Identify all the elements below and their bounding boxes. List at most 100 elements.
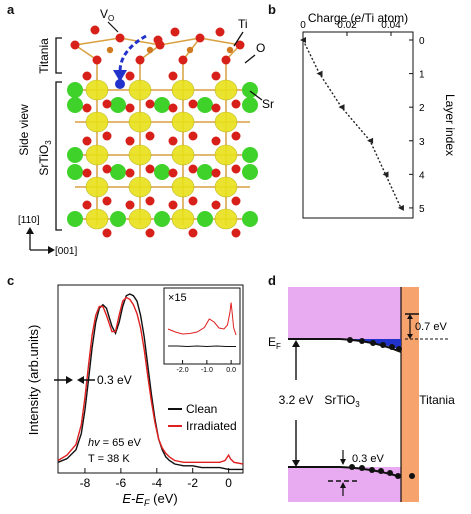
o-atom [231, 164, 241, 174]
label-side-view: Side view [17, 104, 31, 156]
o-atom [125, 71, 135, 81]
ti-charge-cloud [85, 79, 109, 101]
ti-pointer [233, 31, 244, 47]
ti-charge-cloud [214, 144, 238, 166]
panel-letter-b: b [268, 2, 276, 17]
down-arrow-icon [407, 334, 413, 339]
b-series-line [302, 39, 402, 209]
o-atom [211, 136, 221, 146]
c-ylabel: Intensity (arb.units) [26, 325, 41, 436]
b-ytick-label: 4 [419, 170, 425, 181]
sr-atom [242, 211, 258, 227]
sr-atom [67, 211, 83, 227]
o-pointer [244, 54, 256, 64]
o-atom [92, 55, 102, 65]
inset-series-irradiated [167, 302, 237, 336]
o-atom [231, 131, 241, 141]
cb-electron-dot [359, 338, 365, 344]
ti-atom [106, 46, 114, 54]
sr-atom [154, 211, 170, 227]
o-atom [178, 55, 188, 65]
ti-charge-cloud [214, 208, 238, 230]
sr-atom [67, 82, 83, 98]
c-series-clean [57, 293, 243, 471]
ti-charge-cloud [214, 176, 238, 198]
o-atom [102, 131, 112, 141]
ti-charge-cloud [171, 208, 195, 230]
o-atom [211, 200, 221, 210]
b-data-point [338, 104, 345, 111]
sr-atom [154, 97, 170, 113]
label-o: O [256, 41, 265, 55]
b-xtick-label: 0.02 [337, 20, 357, 31]
sr-atom [110, 97, 126, 113]
o-atom [211, 71, 221, 81]
ti-charge-cloud [128, 144, 152, 166]
panel-c-chart: -8 -6 -4 -2 0 0.3 eV hv = 65 eV T = 38 K Cle… [26, 284, 244, 508]
vb-dot [359, 465, 365, 471]
vacancy-site [115, 79, 125, 89]
o-atom [125, 200, 135, 210]
inset-frame [163, 287, 241, 365]
ti-atom [146, 46, 154, 54]
b-series-points [300, 37, 404, 211]
sr-atom [197, 97, 213, 113]
d-offset-bottom: 0.3 eV [352, 453, 384, 465]
o-atom [231, 196, 241, 206]
b-x-ticks: 0 0.02 0.04 [300, 20, 401, 36]
sr-atom [197, 211, 213, 227]
b-ytick-label: 1 [419, 70, 425, 81]
c-temp-label: T = 38 K [88, 453, 130, 465]
o-atom [188, 228, 198, 238]
b-ytick-label: 3 [419, 137, 425, 148]
vb-dot [395, 473, 401, 479]
panel-d-band-diagram: 0.7 eV EF 3.2 eV SrTiO3 Titania 0.3 eV [268, 287, 455, 502]
b-data-point [300, 37, 306, 43]
depletion-fill [340, 339, 401, 350]
o-atom [145, 131, 155, 141]
ti-charge-cloud [85, 144, 109, 166]
o-atom [188, 164, 198, 174]
titania-bracket [55, 37, 62, 74]
c-xtick-label: -6 [116, 476, 127, 490]
vb-dot [387, 470, 393, 476]
b-xtick-label: 0.04 [381, 20, 401, 31]
down-arrow-icon [340, 459, 346, 465]
vacancy-arrow [118, 34, 147, 73]
ti-charge-cloud [128, 208, 152, 230]
ti-charge-cloud [85, 111, 109, 133]
o-atom [153, 35, 163, 45]
label-titania: Titania [37, 38, 51, 74]
titania-region [401, 287, 419, 502]
inset-xtick-label: 0.0 [226, 367, 236, 374]
inset-xtick-label: -1.0 [201, 367, 213, 374]
cb-electron-dot [347, 337, 353, 343]
vb-dot [409, 473, 415, 479]
o-atom [102, 196, 112, 206]
o-atom [125, 136, 135, 146]
d-gap-label: 3.2 eV [279, 393, 314, 407]
c-xtick-label: -8 [80, 476, 91, 490]
label-vo: VO [100, 7, 114, 23]
inset-x-ticks: -2.0 -1.0 0.0 [177, 360, 236, 374]
conduction-band-region [288, 287, 401, 339]
label-ti: Ti [238, 17, 248, 31]
b-ylabel: Layer index [443, 94, 457, 156]
c-xtick-label: -4 [151, 476, 162, 490]
b-data-point [397, 204, 404, 211]
right-arrow-icon [66, 376, 73, 384]
vb-dot [349, 464, 355, 470]
c-plot-frame [57, 284, 244, 474]
o-atom [188, 196, 198, 206]
cb-electron-dot [380, 342, 386, 348]
c-xtick-label: -2 [187, 476, 198, 490]
o-atom [82, 103, 92, 113]
panel-a-structure: VO Ti O Sr Titania SrTiO3 Side view [110… [17, 7, 274, 257]
o-atom [188, 131, 198, 141]
ti-charge-cloud [171, 176, 195, 198]
vb-dots [349, 464, 415, 479]
b-ytick-label: 5 [419, 204, 425, 215]
o-atom [231, 228, 241, 238]
o-atom [115, 33, 125, 43]
vacancy-arrow-head-icon [113, 70, 127, 82]
